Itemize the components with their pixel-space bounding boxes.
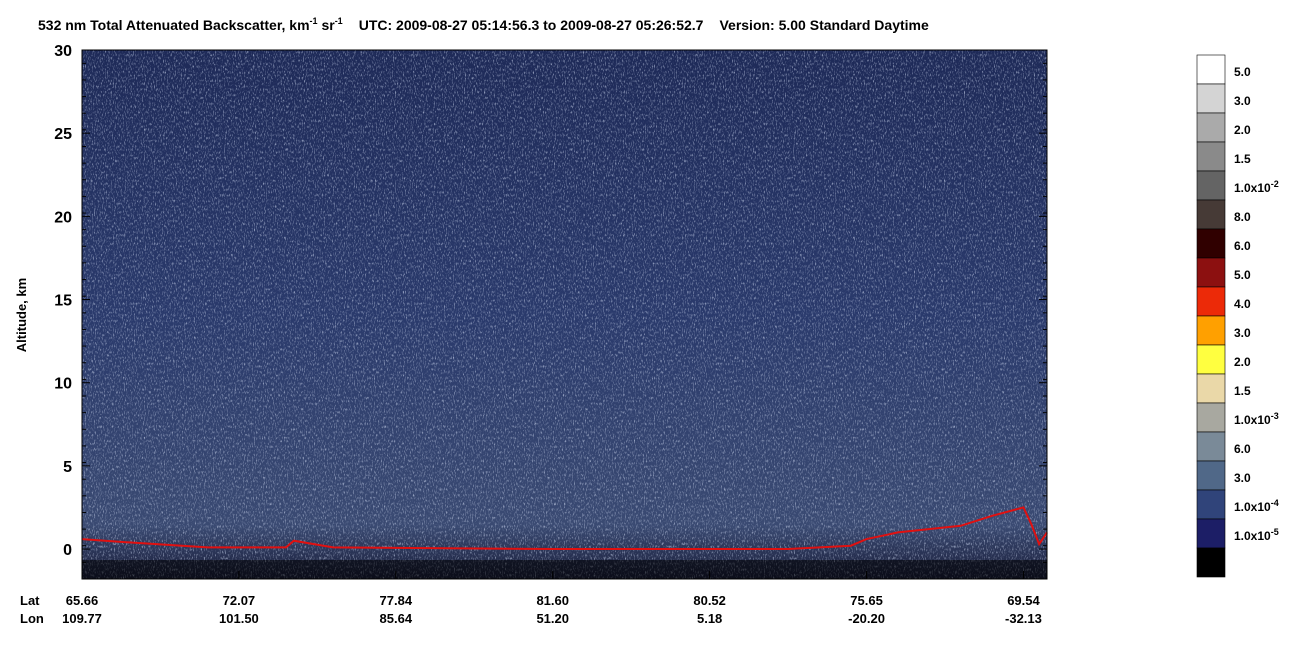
colorbar-label: 5.0 bbox=[1234, 268, 1251, 282]
title-part: -1 bbox=[335, 16, 343, 26]
colorbar-label-text: 2.0 bbox=[1234, 123, 1251, 137]
colorbar-swatch bbox=[1196, 373, 1226, 404]
colorbar-label-text: 1.5 bbox=[1234, 384, 1251, 398]
colorbar-swatch bbox=[1196, 431, 1226, 462]
lat-label: 69.54 bbox=[1007, 593, 1040, 608]
colorbar-label-text: 5.0 bbox=[1234, 65, 1251, 79]
colorbar-label: 2.0 bbox=[1234, 123, 1251, 137]
title-part: sr bbox=[318, 17, 336, 33]
colorbar-label-text: 6.0 bbox=[1234, 442, 1251, 456]
colorbar-label-text: 3.0 bbox=[1234, 471, 1251, 485]
lat-label: 65.66 bbox=[66, 593, 99, 608]
colorbar-swatch bbox=[1196, 489, 1226, 520]
colorbar-label-text: 2.0 bbox=[1234, 355, 1251, 369]
lon-label: -20.20 bbox=[848, 611, 885, 626]
lat-title: Lat bbox=[20, 593, 40, 608]
colorbar-label-exp: -5 bbox=[1271, 527, 1279, 537]
y-tick-label: 30 bbox=[54, 43, 72, 60]
surface-line bbox=[81, 506, 1048, 551]
colorbar-label: 1.0x10-4 bbox=[1234, 498, 1279, 514]
y-tick-label: 25 bbox=[54, 126, 72, 143]
colorbar-label-text: 1.0x10 bbox=[1234, 413, 1271, 427]
title-part: UTC: 2009-08-27 05:14:56.3 to 2009-08-27… bbox=[359, 17, 704, 33]
colorbar-label-exp: -2 bbox=[1271, 179, 1279, 189]
colorbar-label: 1.5 bbox=[1234, 384, 1251, 398]
colorbar-label: 4.0 bbox=[1234, 297, 1251, 311]
colorbar-label: 1.5 bbox=[1234, 152, 1251, 166]
colorbar-label: 5.0 bbox=[1234, 65, 1251, 79]
lat-label: 80.52 bbox=[693, 593, 726, 608]
colorbar-swatch bbox=[1196, 547, 1226, 578]
colorbar-label: 8.0 bbox=[1234, 210, 1251, 224]
lon-label: 101.50 bbox=[219, 611, 259, 626]
colorbar-swatch bbox=[1196, 170, 1226, 201]
colorbar-swatch bbox=[1196, 199, 1226, 230]
colorbar-label-exp: -4 bbox=[1271, 498, 1279, 508]
colorbar-label-text: 1.0x10 bbox=[1234, 500, 1271, 514]
colorbar-swatch bbox=[1196, 460, 1226, 491]
colorbar-label-exp: -3 bbox=[1271, 411, 1279, 421]
colorbar-label-text: 1.0x10 bbox=[1234, 529, 1271, 543]
y-axis-label: Altitude, km bbox=[14, 278, 29, 352]
lat-label: 77.84 bbox=[380, 593, 413, 608]
colorbar-label: 6.0 bbox=[1234, 239, 1251, 253]
lon-label: 51.20 bbox=[536, 611, 569, 626]
lat-label: 75.65 bbox=[850, 593, 883, 608]
colorbar-swatch bbox=[1196, 402, 1226, 433]
lat-label: 81.60 bbox=[536, 593, 569, 608]
colorbar-swatch bbox=[1196, 315, 1226, 346]
colorbar-label: 3.0 bbox=[1234, 471, 1251, 485]
colorbar-label: 1.0x10-3 bbox=[1234, 411, 1279, 427]
colorbar-label-text: 3.0 bbox=[1234, 94, 1251, 108]
colorbar-label-text: 3.0 bbox=[1234, 326, 1251, 340]
colorbar-swatch bbox=[1196, 257, 1226, 288]
y-tick-label: 5 bbox=[63, 459, 72, 476]
colorbar-label: 6.0 bbox=[1234, 442, 1251, 456]
y-tick-label: 0 bbox=[63, 542, 72, 559]
colorbar-swatch bbox=[1196, 344, 1226, 375]
colorbar-label: 1.0x10-2 bbox=[1234, 179, 1279, 195]
lon-label: 85.64 bbox=[380, 611, 413, 626]
lon-label: -32.13 bbox=[1005, 611, 1042, 626]
colorbar-label: 3.0 bbox=[1234, 326, 1251, 340]
colorbar-swatch bbox=[1196, 228, 1226, 259]
lat-label: 72.07 bbox=[223, 593, 256, 608]
colorbar-label-text: 1.0x10 bbox=[1234, 181, 1271, 195]
colorbar-swatch bbox=[1196, 54, 1226, 85]
colorbar-swatch bbox=[1196, 286, 1226, 317]
colorbar-label-text: 8.0 bbox=[1234, 210, 1251, 224]
y-tick-label: 20 bbox=[54, 209, 72, 226]
colorbar-label-text: 1.5 bbox=[1234, 152, 1251, 166]
backscatter-field bbox=[82, 50, 1047, 579]
colorbar-label: 3.0 bbox=[1234, 94, 1251, 108]
y-tick-label: 10 bbox=[54, 376, 72, 393]
colorbar-label: 2.0 bbox=[1234, 355, 1251, 369]
lon-label: 5.18 bbox=[697, 611, 722, 626]
colorbar-swatch bbox=[1196, 83, 1226, 114]
chart-title: 532 nm Total Attenuated Backscatter, km-… bbox=[38, 16, 929, 33]
colorbar-label: 1.0x10-5 bbox=[1234, 527, 1279, 543]
plot-frame bbox=[81, 49, 1048, 580]
title-part: -1 bbox=[310, 16, 318, 26]
title-part: 532 nm Total Attenuated Backscatter, km bbox=[38, 17, 310, 33]
colorbar-swatch bbox=[1196, 112, 1226, 143]
colorbar-label-text: 6.0 bbox=[1234, 239, 1251, 253]
title-part: Version: 5.00 Standard Daytime bbox=[719, 17, 929, 33]
colorbar-swatch bbox=[1196, 141, 1226, 172]
lon-title: Lon bbox=[20, 611, 44, 626]
lon-label: 109.77 bbox=[62, 611, 102, 626]
y-tick-label: 15 bbox=[54, 293, 72, 310]
colorbar-label-text: 4.0 bbox=[1234, 297, 1251, 311]
colorbar-swatch bbox=[1196, 518, 1226, 549]
colorbar-label-text: 5.0 bbox=[1234, 268, 1251, 282]
